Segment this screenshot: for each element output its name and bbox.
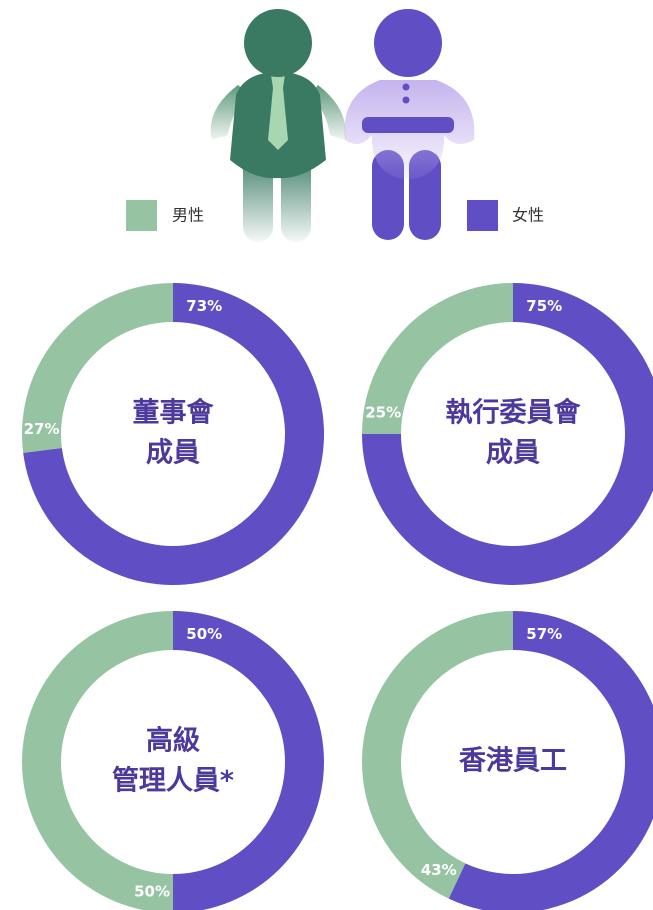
chart-title: 成員 [486,438,540,469]
value-label: 50% [134,882,170,900]
chart-title: 董事會 [133,397,215,429]
value-label: 27% [24,420,60,438]
chart-title: 高級 [146,725,200,757]
illustration [210,9,475,242]
donut-segment [448,611,653,910]
donut-segment [22,611,173,910]
chart-title: 執行委員會 [446,397,582,429]
donut-segment [21,283,173,453]
chart-title: 成員 [146,438,200,469]
donut-segment [362,283,513,434]
value-label: 75% [526,297,562,315]
chart-title: 香港員工 [459,746,567,777]
donut-segment [173,611,324,910]
legend-swatch [467,200,498,231]
value-label: 43% [421,861,457,879]
legend-label: 女性 [512,206,544,225]
chart-title: 管理人員* [112,766,234,797]
donut-segment [362,611,513,899]
value-label: 73% [186,297,222,315]
value-label: 25% [365,404,401,422]
value-label: 50% [186,625,222,643]
value-label: 57% [526,625,562,643]
legend-label: 男性 [172,206,204,225]
legend-swatch [126,200,157,231]
